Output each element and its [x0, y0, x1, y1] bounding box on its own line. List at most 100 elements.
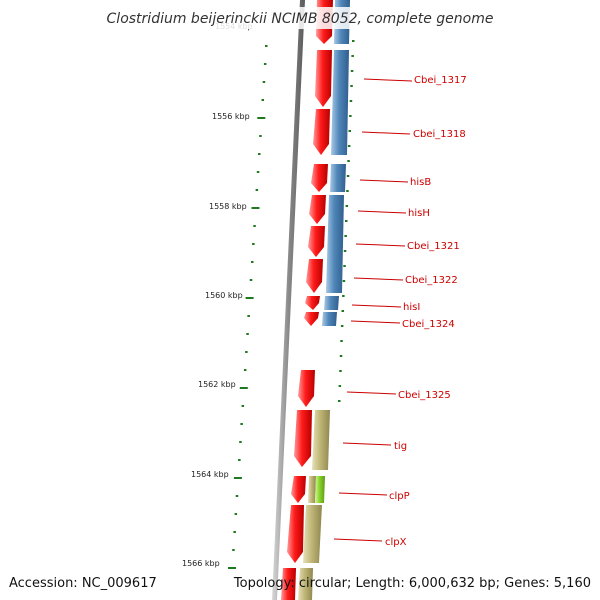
tick-mark — [338, 385, 342, 387]
tick-mark — [347, 160, 350, 162]
gene-arrow[interactable] — [311, 164, 328, 192]
cog-block-blue[interactable] — [324, 296, 339, 310]
gene-track — [281, 0, 333, 600]
kbp-label: 1556 kbp — [212, 112, 250, 121]
label-leader — [353, 277, 404, 281]
gene-arrow[interactable] — [315, 50, 332, 107]
tick-mark — [246, 333, 249, 335]
gene-label-clpp[interactable]: clpP — [389, 491, 410, 502]
gene-arrow[interactable] — [308, 226, 325, 257]
gene-arrow[interactable] — [287, 505, 304, 563]
gene-arrow[interactable] — [306, 259, 323, 293]
gene-labels: Cbei_1317 Cbei_1318 hisB hisH Cbei_1321 … — [333, 75, 467, 548]
label-leader — [342, 442, 392, 446]
gene-label-cbei-1321[interactable]: Cbei_1321 — [407, 241, 460, 252]
cog-block-blue[interactable] — [326, 195, 344, 293]
tick-mark — [251, 261, 254, 263]
tick-mark — [253, 225, 256, 227]
tick-mark — [235, 495, 239, 497]
gene-label-tig[interactable]: tig — [394, 441, 407, 452]
tick-mark — [263, 63, 267, 65]
tick-mark — [261, 99, 264, 101]
label-leader — [363, 78, 413, 82]
kbp-label: 1562 kbp — [198, 380, 236, 389]
gene-arrow[interactable] — [291, 476, 306, 503]
title-backing — [108, 7, 494, 29]
tick-mark — [343, 265, 346, 267]
tick-mark — [339, 355, 343, 357]
page-title: Clostridium beijerinckii NCIMB 8052, com… — [107, 11, 494, 27]
tick-mark — [245, 297, 254, 299]
tick-mark — [343, 250, 347, 252]
gene-label-clpx[interactable]: clpX — [385, 537, 407, 548]
label-leader — [350, 320, 401, 324]
label-leader — [346, 391, 397, 395]
cog-block-blue[interactable] — [330, 164, 346, 192]
tick-mark — [340, 340, 343, 342]
tick-mark — [256, 171, 260, 173]
tick-mark — [341, 310, 344, 312]
cog-block-olive[interactable] — [312, 410, 330, 470]
genome-backbone — [272, 0, 305, 600]
tick-mark — [351, 55, 354, 57]
cog-track — [298, 0, 350, 600]
tick-mark — [349, 115, 352, 117]
tick-mark — [232, 549, 235, 551]
gene-arrow[interactable] — [304, 312, 319, 326]
gene-label-hisb[interactable]: hisB — [410, 177, 431, 188]
gene-label-hish[interactable]: hisH — [408, 208, 430, 219]
tick-mark — [350, 70, 354, 72]
tick-mark — [339, 370, 342, 372]
gene-arrow[interactable] — [313, 109, 330, 155]
gene-label-cbei-1317[interactable]: Cbei_1317 — [414, 75, 467, 86]
kbp-label: 1558 kbp — [209, 202, 247, 211]
label-leader — [355, 243, 406, 247]
gene-label-cbei-1325[interactable]: Cbei_1325 — [398, 390, 451, 401]
tick-mark — [342, 280, 346, 282]
tick-mark — [240, 423, 243, 425]
tick-mark — [258, 153, 261, 155]
gene-arrow[interactable] — [298, 370, 315, 407]
label-leader — [333, 538, 383, 542]
tick-mark — [255, 189, 259, 191]
gene-label-cbei-1318[interactable]: Cbei_1318 — [413, 129, 466, 140]
gene-arrow[interactable] — [294, 410, 312, 467]
tick-mark — [233, 477, 242, 479]
gene-label-cbei-1322[interactable]: Cbei_1322 — [405, 275, 458, 286]
gene-label-cbei-1324[interactable]: Cbei_1324 — [402, 319, 455, 330]
cog-block-olive[interactable] — [298, 568, 313, 600]
label-leader — [359, 179, 409, 183]
gene-arrow[interactable] — [309, 195, 326, 224]
kbp-label: 1564 kbp — [191, 470, 229, 479]
cog-block-blue[interactable] — [322, 312, 337, 326]
tick-mark — [265, 45, 268, 47]
tick-mark — [228, 567, 236, 569]
kbp-label: 1560 kbp — [205, 291, 243, 300]
tick-mark — [340, 325, 344, 327]
gene-arrow[interactable] — [305, 296, 320, 310]
tick-mark — [239, 441, 242, 443]
tick-mark — [338, 400, 341, 402]
tick-mark — [252, 243, 255, 245]
tick-mark — [239, 387, 248, 389]
tick-mark — [346, 190, 349, 192]
gene-label-hisi[interactable]: hisI — [403, 302, 420, 313]
tick-mark — [259, 135, 262, 137]
tick-mark — [348, 130, 351, 132]
tick-mark — [234, 513, 238, 515]
cog-block-green[interactable] — [315, 476, 325, 503]
tick-mark — [345, 220, 348, 222]
cog-block-olive[interactable] — [303, 505, 322, 563]
topology-text: Topology: circular; Length: 6,000,632 bp… — [233, 576, 591, 591]
cog-block-olive[interactable] — [308, 476, 316, 503]
cog-block-blue[interactable] — [331, 50, 349, 155]
label-leader — [357, 210, 407, 214]
tick-mark — [344, 235, 347, 237]
tick-mark — [245, 351, 248, 353]
kbp-labels: 1554 kbp 1556 kbp 1558 kbp 1560 kbp 1562… — [182, 22, 253, 568]
gene-arrow[interactable] — [281, 568, 296, 600]
tick-mark — [251, 207, 260, 209]
accession-text: Accession: NC_009617 — [9, 576, 157, 591]
